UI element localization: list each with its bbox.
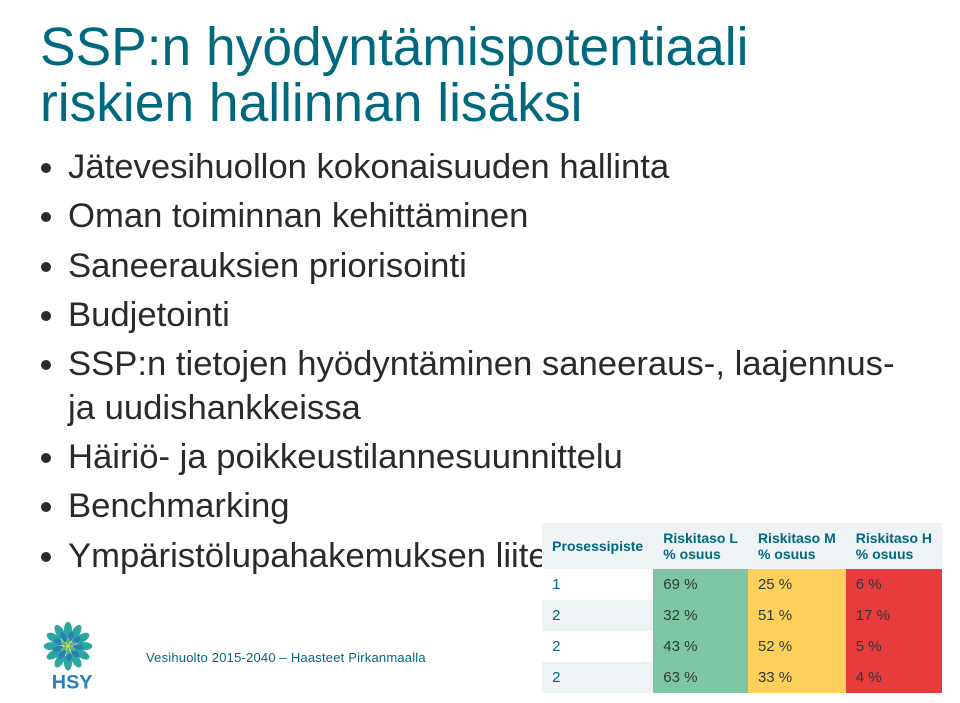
cell-l: 32 % [653, 600, 748, 631]
table-header-row: Prosessipiste Riskitaso L% osuus Riskita… [542, 523, 942, 569]
hsy-logo-icon: HSY [40, 621, 132, 693]
list-item: Häiriö- ja poikkeustilannesuunnittelu [68, 436, 930, 479]
footer: HSY Vesihuolto 2015-2040 – Haasteet Pirk… [40, 621, 426, 693]
table-row: 2 63 % 33 % 4 % [542, 662, 942, 693]
risk-table: Prosessipiste Riskitaso L% osuus Riskita… [542, 523, 942, 693]
col-header-riskitaso-l: Riskitaso L% osuus [653, 523, 748, 569]
list-item: Saneerauksien priorisointi [68, 245, 930, 288]
cell-h: 6 % [846, 569, 942, 600]
list-item: Budjetointi [68, 294, 930, 337]
list-item: Jätevesihuollon kokonaisuuden hallinta [68, 146, 930, 189]
table-row: 2 43 % 52 % 5 % [542, 631, 942, 662]
page-title: SSP:n hyödyntämispotentiaali riskien hal… [40, 20, 930, 132]
cell-m: 51 % [748, 600, 846, 631]
cell-m: 25 % [748, 569, 846, 600]
cell-h: 17 % [846, 600, 942, 631]
cell-m: 33 % [748, 662, 846, 693]
cell-l: 63 % [653, 662, 748, 693]
col-header-riskitaso-h: Riskitaso H% osuus [846, 523, 942, 569]
cell-h: 5 % [846, 631, 942, 662]
title-line-2: riskien hallinnan lisäksi [40, 76, 930, 132]
cell-m: 52 % [748, 631, 846, 662]
bullet-list: Jätevesihuollon kokonaisuuden hallinta O… [40, 146, 930, 578]
cell-l: 43 % [653, 631, 748, 662]
footer-text: Vesihuolto 2015-2040 – Haasteet Pirkanma… [146, 650, 426, 665]
title-line-1: SSP:n hyödyntämispotentiaali [40, 20, 930, 76]
table-row: 2 32 % 51 % 17 % [542, 600, 942, 631]
logo-text: HSY [52, 672, 93, 694]
table-row: 1 69 % 25 % 6 % [542, 569, 942, 600]
cell-pp: 1 [542, 569, 653, 600]
cell-pp: 2 [542, 662, 653, 693]
cell-pp: 2 [542, 631, 653, 662]
col-header-riskitaso-m: Riskitaso M% osuus [748, 523, 846, 569]
col-header-prosessipiste: Prosessipiste [542, 523, 653, 569]
cell-pp: 2 [542, 600, 653, 631]
list-item: SSP:n tietojen hyödyntäminen saneeraus-,… [68, 343, 930, 430]
cell-h: 4 % [846, 662, 942, 693]
list-item: Oman toiminnan kehittäminen [68, 195, 930, 238]
cell-l: 69 % [653, 569, 748, 600]
